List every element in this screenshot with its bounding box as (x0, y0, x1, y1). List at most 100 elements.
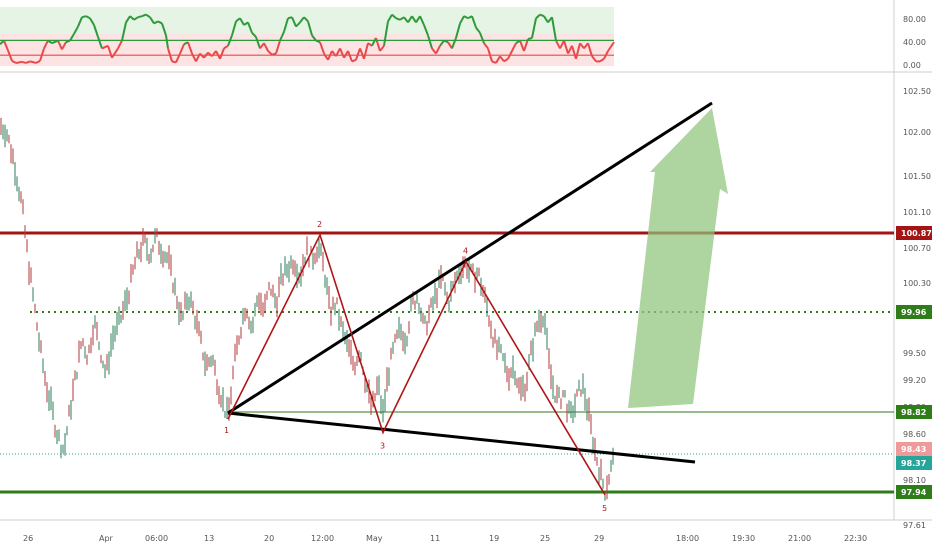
oscillator-segment (251, 32, 257, 38)
oscillator-segment (319, 41, 325, 54)
oscillator-segment (591, 55, 597, 63)
oscillator-segment (149, 16, 155, 24)
oscillator-segment (567, 45, 573, 55)
oscillator-axis: 80.00 40.00 0.00 (903, 15, 926, 70)
oscillator-segment (371, 37, 377, 47)
oscillator-panel (0, 7, 615, 66)
oscillator-segment (423, 24, 429, 36)
oscillator-segment (439, 39, 445, 47)
upper-trend-line (227, 101, 713, 415)
time-label: 13 (204, 534, 214, 543)
oscillator-segment (363, 42, 369, 60)
oscillator-segment (459, 15, 465, 24)
oscillator-segment (579, 42, 585, 50)
oscillator-segment (15, 60, 23, 64)
oscillator-segment (73, 26, 79, 35)
price-bars (0, 117, 614, 501)
oscillator-segment (523, 38, 529, 52)
oscillator-segment (279, 31, 285, 42)
oscillator-segment (161, 23, 167, 36)
oscillator-segment (551, 17, 557, 41)
oscillator-segment (69, 33, 75, 42)
time-label: 18:00 (676, 534, 699, 543)
oscillator-segment (47, 39, 53, 45)
oscillator-down-zone (0, 34, 614, 66)
level-tag-text: 97.94 (901, 488, 927, 497)
oscillator-segment (463, 15, 469, 20)
oscillator-segment (383, 21, 389, 46)
oscillator-segment (563, 40, 569, 54)
oscillator-segment (499, 55, 505, 63)
wave-label: 2 (317, 220, 322, 229)
oscillator-segment (133, 16, 139, 21)
oscillator-segment (343, 50, 349, 59)
oscillator-segment (287, 16, 293, 20)
oscillator-segment (491, 60, 497, 64)
oscillator-segment (165, 35, 169, 49)
oscillator-segment (403, 16, 409, 24)
oscillator-segment (339, 48, 345, 59)
oscillator-segment (471, 15, 477, 28)
level-tag-9882 (896, 405, 932, 419)
oscillator-segment (455, 23, 461, 39)
price-tag-9843 (896, 442, 932, 456)
oscillator-segment (125, 15, 131, 23)
price-tick: 100.30 (903, 279, 931, 288)
oscillator-segment (571, 45, 577, 60)
oscillator-segment (141, 13, 147, 18)
oscillator-segment (347, 50, 353, 62)
oscillator-segment (399, 16, 405, 21)
oscillator-segment (411, 15, 417, 23)
oscillator-segment (427, 35, 433, 49)
oscillator-segment (607, 41, 615, 52)
oscillator-segment (89, 17, 95, 26)
wave-label: 1 (224, 426, 229, 435)
level-tag-text: 99.96 (901, 308, 927, 317)
oscillator-segment (451, 37, 457, 49)
oscillator-segment (93, 24, 99, 38)
level-lines (0, 231, 894, 494)
oscillator-segment (503, 57, 509, 63)
level-tag-text: 98.82 (901, 408, 926, 417)
oscillator-segment (283, 17, 289, 33)
oscillator-lines (0, 13, 615, 64)
oscillator-segment (303, 16, 309, 23)
price-tag-text: 98.37 (901, 459, 926, 468)
time-label: 12:00 (311, 534, 334, 543)
projection-arrow (628, 108, 728, 408)
oscillator-segment (145, 13, 151, 19)
oscillator-segment (129, 15, 135, 21)
oscillator-segment (307, 21, 313, 36)
price-tick: 98.10 (903, 476, 926, 485)
oscillator-segment (111, 47, 119, 59)
trend-lines (227, 101, 713, 464)
oscillator-segment (555, 40, 561, 49)
oscillator-segment (157, 20, 163, 25)
time-label: May (366, 534, 383, 543)
oscillator-segment (255, 36, 261, 49)
oscillator-segment (495, 55, 501, 64)
oscillator-segment (415, 15, 421, 23)
oscillator-segment (543, 15, 549, 23)
oscillator-segment (355, 48, 361, 61)
price-tick: 97.61 (903, 521, 926, 530)
oscillator-segment (263, 42, 269, 52)
level-tag-text: 100.87 (901, 229, 932, 238)
oscillator-segment (121, 22, 127, 41)
oscillator-segment (587, 42, 593, 57)
oscillator-segment (171, 60, 177, 64)
level-tag-9794 (896, 485, 932, 499)
oscillator-segment (179, 43, 185, 54)
oscillator-segment (483, 42, 489, 50)
oscillator-segment (137, 15, 143, 19)
oscillator-segment (395, 17, 401, 21)
wave-label: 4 (463, 247, 468, 256)
oscillator-segment (29, 60, 37, 64)
price-tick: 101.10 (903, 208, 931, 217)
oscillator-segment (51, 39, 59, 45)
oscillator-segment (519, 40, 525, 52)
oscillator-segment (247, 22, 253, 34)
oscillator-segment (267, 50, 273, 56)
lower-trend-line (227, 411, 696, 464)
